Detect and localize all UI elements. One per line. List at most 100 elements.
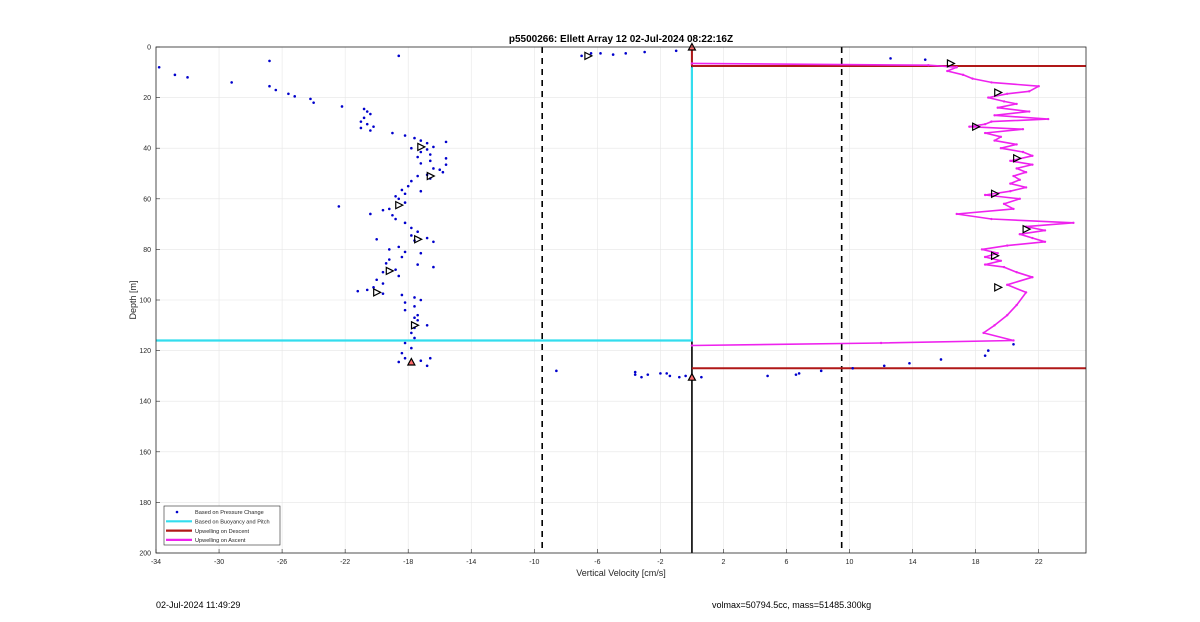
direction-marker bbox=[414, 234, 424, 244]
pressure-change-point bbox=[391, 213, 394, 217]
direction-marker bbox=[426, 171, 436, 181]
pressure-change-point bbox=[173, 73, 177, 77]
ascent-upwelling-point bbox=[1072, 221, 1075, 225]
direction-marker bbox=[990, 251, 1000, 261]
y-tick-label: 160 bbox=[139, 449, 151, 456]
pressure-change-point bbox=[413, 296, 416, 299]
ascent-upwelling-point bbox=[1009, 159, 1012, 163]
pressure-change-point bbox=[882, 364, 886, 368]
x-tick-label: -34 bbox=[151, 559, 161, 566]
footer-timestamp: 02-Jul-2024 11:49:29 bbox=[156, 600, 241, 610]
y-tick-label: 80 bbox=[143, 247, 151, 254]
pressure-change-point bbox=[889, 57, 892, 60]
pressure-change-point bbox=[413, 336, 416, 340]
pressure-change-point bbox=[381, 292, 385, 295]
pressure-change-point bbox=[397, 360, 401, 364]
ascent-upwelling-point bbox=[1002, 100, 1006, 103]
pressure-change-point bbox=[432, 240, 435, 244]
pressure-change-point bbox=[794, 373, 798, 376]
ascent-upwelling-point bbox=[1024, 186, 1028, 189]
pressure-change-point bbox=[659, 372, 662, 375]
pressure-change-point bbox=[157, 65, 161, 69]
pressure-change-point bbox=[365, 122, 369, 126]
ascent-upwelling-point bbox=[1018, 233, 1021, 236]
pressure-change-point bbox=[403, 250, 407, 254]
ascent-upwelling-point bbox=[983, 263, 987, 266]
direction-marker bbox=[373, 287, 383, 297]
pressure-change-point bbox=[369, 129, 372, 132]
ascent-upwelling-point bbox=[996, 251, 999, 255]
x-tick-label: -18 bbox=[403, 559, 413, 566]
pressure-change-point bbox=[1012, 342, 1015, 346]
ascent-upwelling-point bbox=[1046, 117, 1050, 121]
ascent-upwelling-point bbox=[1021, 150, 1025, 154]
x-tick-label: 18 bbox=[972, 559, 980, 566]
ascent-upwelling-point bbox=[1028, 90, 1031, 93]
pressure-change-point bbox=[908, 361, 911, 365]
pressure-change-point bbox=[410, 234, 413, 237]
pressure-change-point bbox=[340, 105, 344, 108]
pressure-change-point bbox=[939, 358, 943, 361]
buoyancy-pitch-line bbox=[156, 67, 694, 342]
pressure-change-point bbox=[387, 258, 391, 261]
pressure-change-point bbox=[428, 159, 432, 163]
pressure-change-point bbox=[444, 140, 448, 144]
pressure-change-point bbox=[766, 374, 769, 378]
ascent-upwelling-point bbox=[999, 147, 1003, 150]
pressure-change-point bbox=[384, 262, 388, 265]
pressure-change-point bbox=[381, 270, 385, 274]
ascent-upwelling-point bbox=[1031, 276, 1034, 279]
ascent-upwelling-point bbox=[1015, 303, 1018, 307]
pressure-change-point bbox=[372, 125, 375, 128]
pressure-change-point bbox=[640, 375, 643, 379]
pressure-change-point bbox=[589, 52, 593, 55]
pressure-change-point bbox=[428, 356, 432, 360]
pressure-change-point bbox=[410, 346, 413, 350]
ascent-upwelling-point bbox=[1005, 283, 1009, 287]
ascent-upwelling-point bbox=[927, 64, 930, 67]
x-tick-label: -2 bbox=[657, 559, 663, 566]
pressure-change-point bbox=[432, 265, 435, 269]
ascent-upwelling-point bbox=[971, 77, 974, 80]
pressure-change-point bbox=[413, 316, 416, 320]
direction-marker bbox=[584, 51, 594, 61]
pressure-change-point bbox=[665, 372, 669, 375]
pressure-change-point bbox=[410, 226, 413, 230]
x-tick-label: -26 bbox=[277, 559, 287, 566]
pressure-change-point bbox=[394, 194, 397, 198]
y-tick-label: 0 bbox=[147, 45, 151, 52]
y-tick-label: 200 bbox=[139, 551, 151, 558]
pressure-change-point bbox=[923, 58, 927, 61]
ascent-upwelling-point bbox=[955, 66, 958, 69]
direction-marker bbox=[972, 122, 982, 132]
pressure-change-point bbox=[425, 236, 429, 240]
ascent-upwelling-point bbox=[993, 324, 996, 327]
pressure-change-point bbox=[438, 168, 442, 172]
y-tick-label: 20 bbox=[143, 95, 151, 102]
pressure-change-point bbox=[611, 53, 615, 56]
ascent-upwelling-point bbox=[1009, 190, 1012, 193]
direction-marker bbox=[410, 320, 420, 330]
legend: Based on Pressure Change Based on Buoyanc… bbox=[163, 505, 281, 546]
ascent-upwelling-point bbox=[987, 96, 990, 99]
ascent-upwelling-point bbox=[1015, 167, 1018, 170]
pressure-change-point bbox=[403, 201, 407, 204]
ascent-upwelling-point bbox=[1005, 244, 1009, 247]
pressure-change-point bbox=[633, 373, 637, 376]
ascent-upwelling-point bbox=[1015, 102, 1018, 106]
pressure-change-point bbox=[293, 95, 297, 98]
pressure-change-point bbox=[624, 52, 628, 55]
ascent-upwelling-point bbox=[1028, 110, 1031, 113]
pressure-change-point bbox=[397, 245, 401, 249]
pressure-change-point bbox=[413, 136, 416, 140]
pressure-change-point bbox=[668, 374, 672, 378]
x-tick-label: 10 bbox=[846, 559, 854, 566]
ascent-upwelling-point bbox=[879, 341, 883, 345]
ascent-upwelling-point bbox=[1043, 229, 1047, 232]
legend-box bbox=[163, 505, 281, 546]
pressure-change-point bbox=[375, 237, 378, 241]
ascent-upwelling-point bbox=[1002, 202, 1006, 206]
pressure-change-point bbox=[403, 134, 407, 137]
pressure-change-point bbox=[428, 153, 432, 156]
